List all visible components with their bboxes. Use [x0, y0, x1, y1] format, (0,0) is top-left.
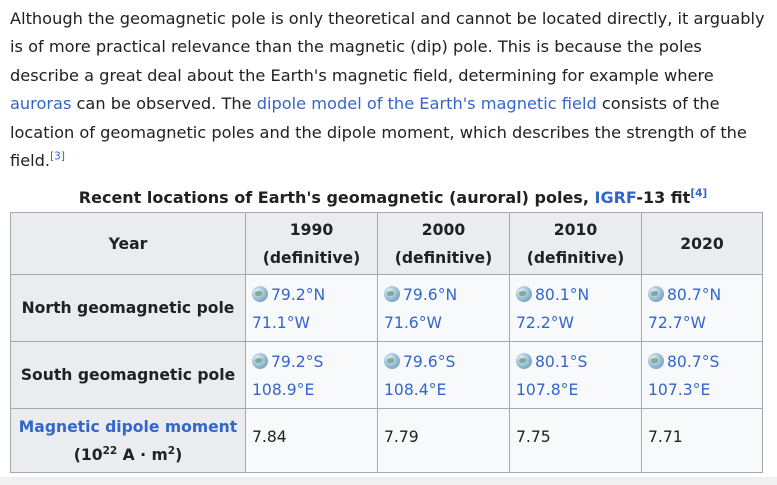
- caption-text: Recent locations of Earth's geomagnetic …: [78, 188, 595, 207]
- header-year-2000: 2000: [421, 220, 466, 239]
- geomagnetic-poles-table: Year 1990 (definitive) 2000 (definitive) 2…: [10, 212, 763, 473]
- unit-exponent: 22: [102, 444, 118, 457]
- igrf-link[interactable]: IGRF: [594, 188, 637, 207]
- unit-square: 2: [167, 444, 176, 457]
- header-note-2000: (definitive): [394, 248, 493, 267]
- reference-3-link[interactable]: [3]: [50, 150, 65, 163]
- south-2000-cell: 79.6°S 108.4°E: [377, 341, 510, 409]
- north-2000-cell: 79.6°N 71.6°W: [377, 274, 510, 342]
- north-1990-cell: 79.2°N 71.1°W: [245, 274, 378, 342]
- header-note-1990: (definitive): [262, 248, 361, 267]
- paragraph-text-3: consists of the location of geomagnetic …: [10, 94, 747, 171]
- south-2000-coordinates[interactable]: 79.6°S 108.4°E: [384, 348, 505, 404]
- header-year-1990: 1990: [289, 220, 334, 239]
- auroras-link[interactable]: auroras: [10, 94, 72, 114]
- header-2020: 2020: [641, 212, 763, 275]
- reference-4-link[interactable]: [4]: [690, 187, 708, 200]
- globe-icon: [516, 353, 532, 369]
- south-1990-lon: 108.9°E: [252, 381, 315, 399]
- south-2020-coordinates[interactable]: 80.7°S 107.3°E: [648, 348, 758, 404]
- header-1990: 1990 (definitive): [245, 212, 378, 275]
- globe-icon: [384, 353, 400, 369]
- paragraph-text-2: can be observed. The: [71, 94, 257, 114]
- unit-middle: A · m: [117, 445, 168, 464]
- north-1990-lat: 79.2°N: [271, 286, 326, 304]
- intro-paragraph: Although the geomagnetic pole is only th…: [10, 5, 770, 175]
- north-2000-lat: 79.6°N: [403, 286, 458, 304]
- header-year-2020: 2020: [680, 234, 724, 253]
- south-2010-coordinates[interactable]: 80.1°S 107.8°E: [516, 348, 637, 404]
- south-1990-coordinates[interactable]: 79.2°S 108.9°E: [252, 348, 373, 404]
- header-row: Year 1990 (definitive) 2000 (definitive) 2…: [10, 212, 763, 275]
- north-1990-lon: 71.1°W: [252, 314, 310, 332]
- header-year-2010: 2010: [553, 220, 598, 239]
- table-row: North geomagnetic pole 79.2°N 71.1°W 79.6…: [10, 274, 763, 342]
- south-2000-lat: 79.6°S: [403, 353, 456, 371]
- north-2020-lon: 72.7°W: [648, 314, 706, 332]
- unit-prefix: (10: [73, 445, 103, 464]
- dipole-1990-cell: 7.84: [245, 408, 378, 473]
- dipole-2000-cell: 7.79: [377, 408, 510, 473]
- north-2000-lon: 71.6°W: [384, 314, 442, 332]
- north-2010-coordinates[interactable]: 80.1°N 72.2°W: [516, 281, 637, 337]
- dipole-unit: (1022 A · m2): [73, 444, 183, 464]
- dipole-2010-cell: 7.75: [509, 408, 642, 473]
- south-1990-cell: 79.2°S 108.9°E: [245, 341, 378, 409]
- row-header-north: North geomagnetic pole: [10, 274, 246, 342]
- north-2010-lat: 80.1°N: [535, 286, 590, 304]
- south-2010-lon: 107.8°E: [516, 381, 579, 399]
- south-2020-lon: 107.3°E: [648, 381, 711, 399]
- magnetic-dipole-moment-link[interactable]: Magnetic dipole moment: [18, 417, 238, 436]
- south-2010-cell: 80.1°S 107.8°E: [509, 341, 642, 409]
- north-1990-coordinates[interactable]: 79.2°N 71.1°W: [252, 281, 373, 337]
- globe-icon: [252, 286, 268, 302]
- header-note-2010: (definitive): [526, 248, 625, 267]
- globe-icon: [648, 353, 664, 369]
- header-year: Year: [10, 212, 246, 275]
- south-2010-lat: 80.1°S: [535, 353, 588, 371]
- globe-icon: [516, 286, 532, 302]
- table-row: Magnetic dipole moment (1022 A · m2) 7.84…: [10, 408, 763, 473]
- unit-suffix: ): [175, 445, 183, 464]
- globe-icon: [384, 286, 400, 302]
- south-2000-lon: 108.4°E: [384, 381, 447, 399]
- south-2020-cell: 80.7°S 107.3°E: [641, 341, 763, 409]
- row-header-south: South geomagnetic pole: [10, 341, 246, 409]
- north-2020-lat: 80.7°N: [667, 286, 722, 304]
- table-row: South geomagnetic pole 79.2°S 108.9°E 79.…: [10, 341, 763, 409]
- header-2010: 2010 (definitive): [509, 212, 642, 275]
- north-2010-cell: 80.1°N 72.2°W: [509, 274, 642, 342]
- row-header-dipole: Magnetic dipole moment (1022 A · m2): [10, 408, 246, 473]
- globe-icon: [648, 286, 664, 302]
- header-2000: 2000 (definitive): [377, 212, 510, 275]
- north-2020-coordinates[interactable]: 80.7°N 72.7°W: [648, 281, 758, 337]
- south-2020-lat: 80.7°S: [667, 353, 720, 371]
- page-bottom-divider: [0, 477, 777, 485]
- north-2020-cell: 80.7°N 72.7°W: [641, 274, 763, 342]
- north-2010-lon: 72.2°W: [516, 314, 574, 332]
- south-1990-lat: 79.2°S: [271, 353, 324, 371]
- dipole-model-link[interactable]: dipole model of the Earth's magnetic fie…: [256, 94, 597, 114]
- caption-suffix: -13 fit: [636, 188, 691, 207]
- globe-icon: [252, 353, 268, 369]
- table-caption: Recent locations of Earth's geomagnetic …: [10, 184, 776, 212]
- dipole-2020-cell: 7.71: [641, 408, 763, 473]
- north-2000-coordinates[interactable]: 79.6°N 71.6°W: [384, 281, 505, 337]
- paragraph-text-1: Although the geomagnetic pole is only th…: [10, 9, 765, 85]
